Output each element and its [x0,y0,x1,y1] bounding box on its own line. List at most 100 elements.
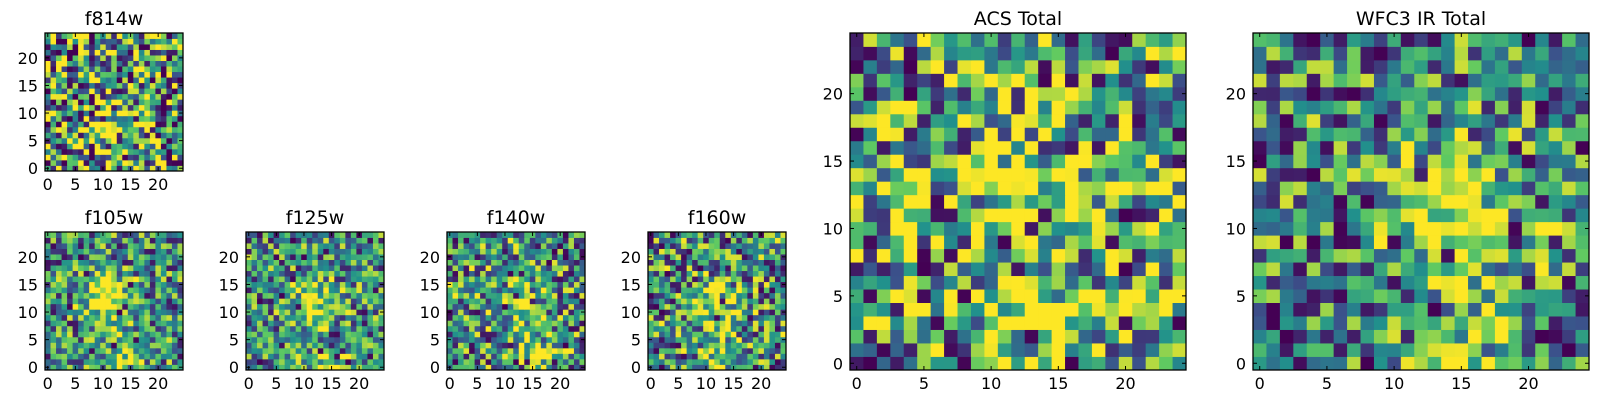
heatmap-cell [447,298,453,305]
heatmap-cell [957,194,972,209]
heatmap-cell [850,221,864,236]
heatmap-cell [1118,235,1133,250]
heatmap-cell [171,38,178,45]
heatmap-cell [171,148,178,155]
heatmap-cell [122,148,129,155]
heatmap-cell [736,270,743,277]
heatmap-cell [957,329,972,344]
heatmap-cell [144,104,151,111]
heatmap-cell [246,347,252,354]
heatmap-cell [61,132,68,139]
heatmap-cell [144,254,151,260]
heatmap-cell [1172,46,1187,61]
heatmap-cell [334,270,341,277]
heatmap-cell [149,243,156,249]
heatmap-cell [917,113,932,128]
heatmap-cell [485,314,492,321]
heatmap-cell [105,298,112,305]
heatmap-cell [1333,127,1348,142]
heatmap-cell [562,232,569,238]
heatmap-cell [1024,59,1039,74]
heatmap-cell [78,115,85,122]
heatmap-cell [83,66,90,73]
heatmap-cell [1253,329,1267,344]
heatmap-cell [56,353,62,360]
heatmap-cell [284,276,291,283]
heatmap-cell [268,298,274,305]
heatmap-cell [736,364,743,371]
heatmap-cell [692,336,699,343]
heatmap-cell [61,314,68,321]
heatmap-cell [573,347,580,354]
heatmap-cell [984,167,999,182]
heatmap-cell [518,281,525,288]
heatmap-cell [513,254,520,260]
heatmap-cell [850,46,864,61]
heatmap-cell [1105,235,1120,250]
heatmap-cell [116,126,123,133]
heatmap-cell [850,356,864,371]
heatmap-cell [160,336,167,343]
heatmap-cell [67,104,73,111]
heatmap-cell [513,320,520,327]
heatmap-cell [83,336,90,343]
heatmap-cell [659,325,665,332]
heatmap-cell [323,298,330,305]
heatmap-cell [56,104,62,111]
heatmap-cell [284,237,291,244]
heatmap-cell [251,254,258,260]
heatmap-cell [171,132,178,139]
x-tick-label: 10 [93,374,113,393]
heatmap-cell [1105,154,1120,169]
heatmap-cell [752,243,759,249]
heatmap-cell [474,358,481,365]
heatmap-cell [171,358,178,365]
heatmap-cell [774,243,781,249]
heatmap-cell [306,254,313,260]
heatmap-cell [111,88,118,95]
heatmap-cell [89,137,96,144]
heatmap-cell [290,342,297,349]
heatmap-cell [317,331,324,338]
heatmap-cell [105,265,112,272]
heatmap-cell [719,259,726,266]
heatmap-cell [251,353,258,360]
heatmap-cell [697,287,704,294]
heatmap-cell [67,38,73,45]
heatmap-cell [171,331,178,338]
heatmap-cell [67,99,73,106]
heatmap-cell [752,331,759,338]
heatmap-cell [557,331,564,338]
heatmap-cell [725,259,732,266]
heatmap-cell [573,270,580,277]
heatmap-cell [1494,356,1509,371]
heatmap-cell [1414,356,1429,371]
heatmap-cell [116,248,123,255]
heatmap-cell [1145,181,1160,196]
heatmap-cell [692,353,699,360]
heatmap-cell [295,298,302,305]
heatmap-cell [127,281,134,288]
heatmap-cell [323,243,330,249]
heatmap-cell [138,353,145,360]
heatmap-cell [94,287,101,294]
heatmap-cell [1360,194,1375,209]
heatmap-cell [127,143,134,150]
heatmap-cell [474,292,481,299]
heatmap-cell [301,336,308,343]
heatmap-cell [312,331,319,338]
heatmap-cell [111,270,118,277]
heatmap-cell [177,126,184,133]
heatmap-cell [116,159,123,166]
heatmap-cell [56,44,62,50]
heatmap-cell [535,347,542,354]
heatmap-cell [1266,262,1281,277]
heatmap-cell [758,292,765,299]
heatmap-cell [78,165,85,172]
heatmap-cell [350,276,357,283]
heatmap-cell [507,364,514,371]
heatmap-cell [138,99,145,106]
heatmap-cell [692,276,699,283]
heatmap-cell [67,336,73,343]
heatmap-cell [105,248,112,255]
